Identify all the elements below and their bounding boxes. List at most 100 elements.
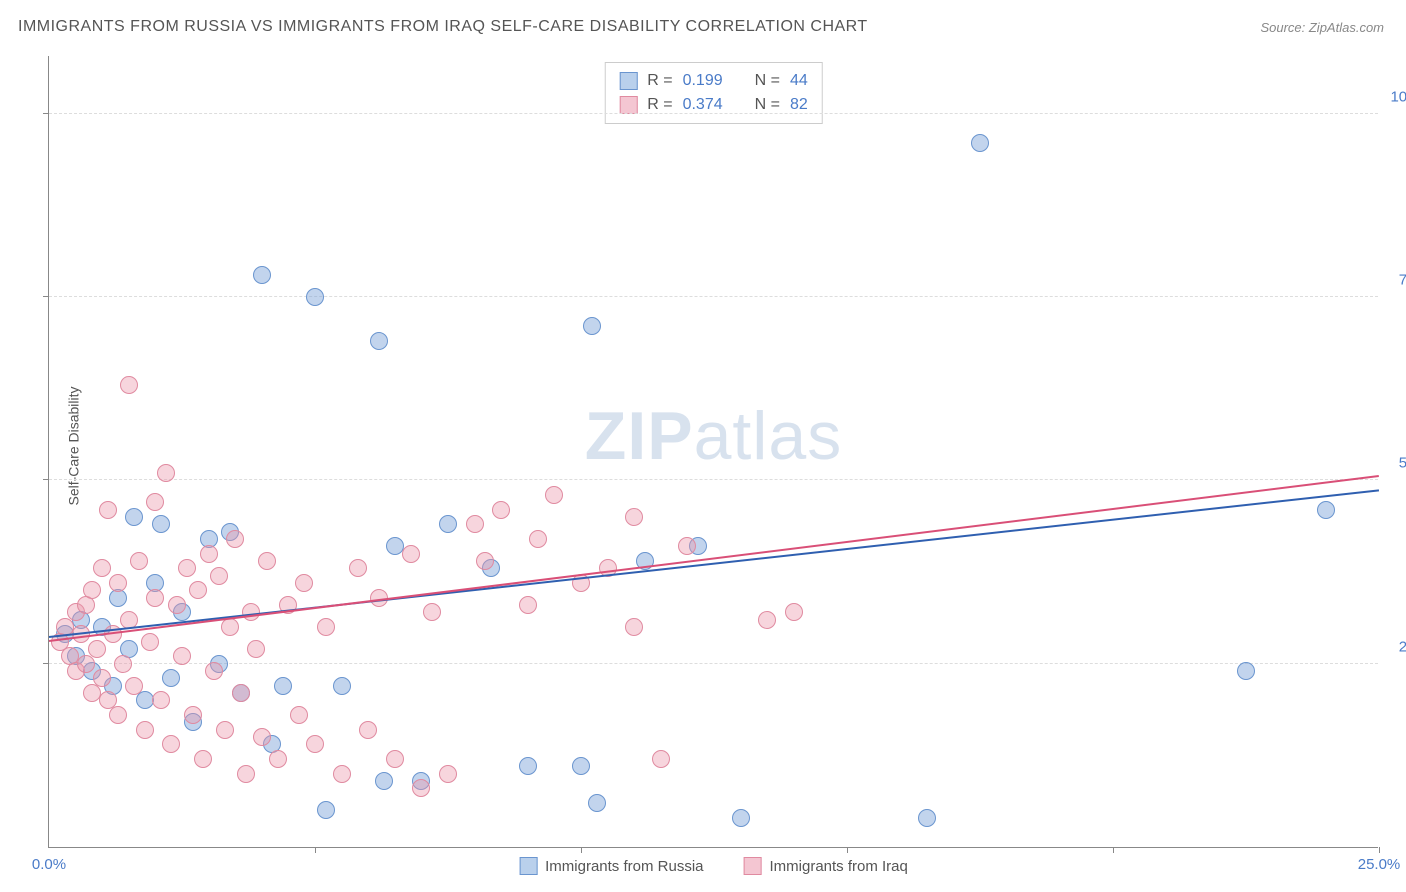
- watermark-atlas: atlas: [694, 398, 843, 474]
- scatter-point: [295, 574, 313, 592]
- scatter-point: [253, 728, 271, 746]
- scatter-point: [247, 640, 265, 658]
- scatter-point: [625, 508, 643, 526]
- y-tick-label: 2.5%: [1399, 638, 1406, 655]
- scatter-point: [125, 677, 143, 695]
- scatter-point: [189, 581, 207, 599]
- watermark: ZIPatlas: [585, 397, 842, 475]
- scatter-point: [402, 545, 420, 563]
- scatter-point: [205, 662, 223, 680]
- legend-label: Immigrants from Russia: [545, 858, 703, 875]
- scatter-point: [317, 801, 335, 819]
- scatter-point: [625, 618, 643, 636]
- scatter-point: [572, 757, 590, 775]
- scatter-point: [152, 515, 170, 533]
- scatter-point: [77, 655, 95, 673]
- scatter-point: [253, 266, 271, 284]
- scatter-point: [439, 765, 457, 783]
- scatter-point: [226, 530, 244, 548]
- scatter-point: [210, 567, 228, 585]
- legend-swatch: [619, 96, 637, 114]
- y-gridline: [49, 296, 1378, 297]
- source-attribution: Source: ZipAtlas.com: [1260, 20, 1384, 35]
- scatter-point: [93, 559, 111, 577]
- scatter-point: [476, 552, 494, 570]
- n-value: 44: [790, 69, 808, 93]
- scatter-point: [146, 589, 164, 607]
- scatter-point: [386, 750, 404, 768]
- scatter-point: [785, 603, 803, 621]
- y-tick-label: 10.0%: [1390, 88, 1406, 105]
- scatter-point: [178, 559, 196, 577]
- x-tick: [847, 847, 848, 853]
- watermark-zip: ZIP: [585, 398, 694, 474]
- scatter-point: [162, 669, 180, 687]
- scatter-point: [652, 750, 670, 768]
- scatter-point: [157, 464, 175, 482]
- y-tick: [43, 663, 49, 664]
- y-tick-label: 7.5%: [1399, 272, 1406, 289]
- legend-swatch: [619, 72, 637, 90]
- scatter-point: [423, 603, 441, 621]
- scatter-point: [349, 559, 367, 577]
- scatter-point: [152, 691, 170, 709]
- scatter-point: [237, 765, 255, 783]
- scatter-point: [466, 515, 484, 533]
- scatter-point: [519, 596, 537, 614]
- scatter-point: [412, 779, 430, 797]
- scatter-point: [333, 765, 351, 783]
- legend-swatch: [519, 857, 537, 875]
- scatter-point: [83, 581, 101, 599]
- scatter-point: [99, 501, 117, 519]
- y-tick: [43, 296, 49, 297]
- n-label: N =: [755, 69, 780, 93]
- scatter-point: [114, 655, 132, 673]
- scatter-point: [125, 508, 143, 526]
- scatter-point: [130, 552, 148, 570]
- y-gridline: [49, 479, 1378, 480]
- scatter-point: [216, 721, 234, 739]
- scatter-point: [375, 772, 393, 790]
- y-tick-label: 5.0%: [1399, 455, 1406, 472]
- scatter-point: [221, 618, 239, 636]
- scatter-point: [918, 809, 936, 827]
- stats-legend: R = 0.199N = 44R = 0.374N = 82: [604, 62, 823, 124]
- scatter-point: [141, 633, 159, 651]
- y-tick: [43, 479, 49, 480]
- series-legend: Immigrants from Russia Immigrants from Ir…: [519, 857, 908, 875]
- scatter-point: [678, 537, 696, 555]
- stats-legend-row: R = 0.199N = 44: [619, 69, 808, 93]
- scatter-point: [1317, 501, 1335, 519]
- scatter-point: [317, 618, 335, 636]
- scatter-point: [109, 574, 127, 592]
- x-tick: [1379, 847, 1380, 853]
- scatter-point: [194, 750, 212, 768]
- x-tick-label: 0.0%: [32, 856, 66, 873]
- y-gridline: [49, 663, 1378, 664]
- trend-line: [49, 475, 1379, 642]
- scatter-point: [88, 640, 106, 658]
- x-tick: [581, 847, 582, 853]
- legend-label: Immigrants from Iraq: [770, 858, 908, 875]
- scatter-point: [274, 677, 292, 695]
- legend-item: Immigrants from Iraq: [744, 857, 908, 875]
- scatter-point: [232, 684, 250, 702]
- scatter-point: [1237, 662, 1255, 680]
- x-tick-label: 25.0%: [1358, 856, 1401, 873]
- scatter-point: [545, 486, 563, 504]
- scatter-point: [146, 493, 164, 511]
- scatter-point: [439, 515, 457, 533]
- scatter-point: [93, 669, 111, 687]
- y-gridline: [49, 113, 1378, 114]
- legend-item: Immigrants from Russia: [519, 857, 703, 875]
- r-label: R =: [647, 69, 672, 93]
- scatter-point: [758, 611, 776, 629]
- plot-area: ZIPatlas R = 0.199N = 44R = 0.374N = 82 …: [48, 56, 1378, 848]
- scatter-point: [258, 552, 276, 570]
- scatter-point: [200, 545, 218, 563]
- scatter-point: [492, 501, 510, 519]
- scatter-point: [588, 794, 606, 812]
- scatter-point: [359, 721, 377, 739]
- scatter-point: [290, 706, 308, 724]
- scatter-point: [732, 809, 750, 827]
